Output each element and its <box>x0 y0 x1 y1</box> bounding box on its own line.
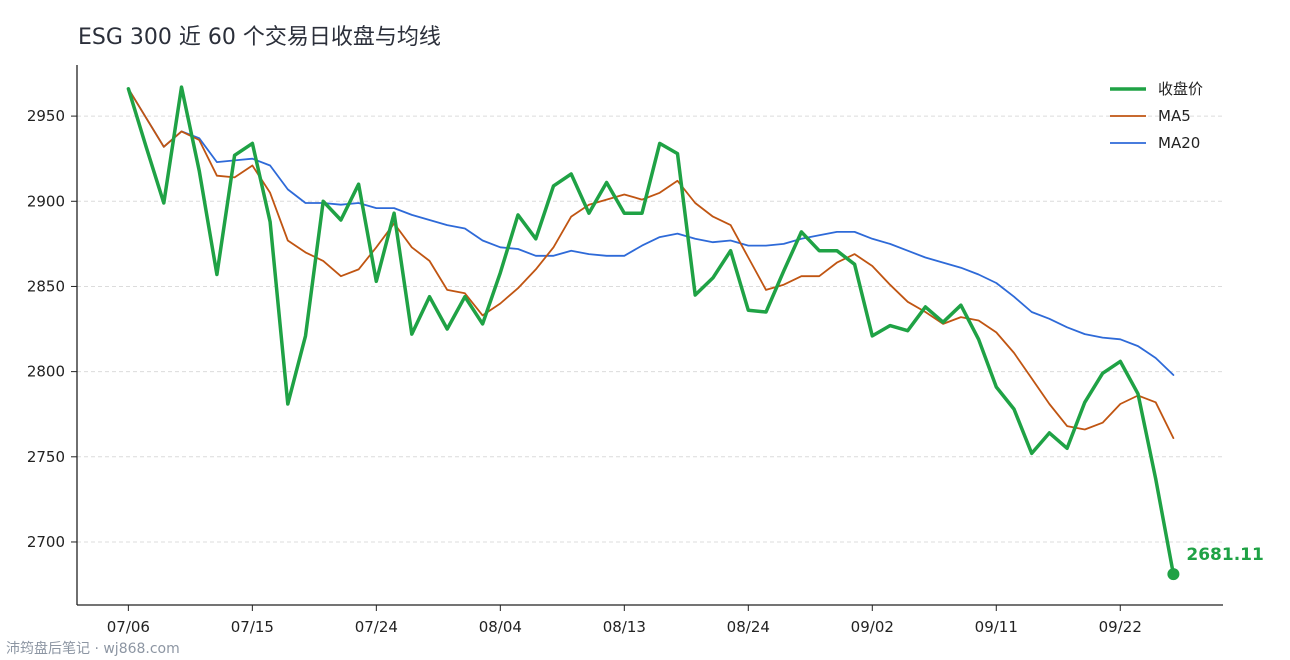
series-line-ma5 <box>127 87 1175 440</box>
x-tick-label: 08/04 <box>479 618 522 636</box>
x-axis-ticks: 07/06 07/15 07/24 08/04 08/13 08/24 09/02 09/11… <box>107 605 1142 636</box>
end-label-group: 2681.11 <box>1167 545 1264 581</box>
y-tick-label: 2750 <box>27 448 65 466</box>
legend: 收盘价 MA5 MA20 <box>1110 80 1203 152</box>
y-tick-label: 2800 <box>27 363 65 381</box>
x-tick-label: 07/15 <box>231 618 274 636</box>
y-tick-label: 2950 <box>27 107 65 125</box>
footer-watermark: 沛筠盘后笔记 · wj868.com <box>6 640 180 657</box>
end-point-marker <box>1167 568 1180 581</box>
x-tick-label: 07/06 <box>107 618 150 636</box>
y-tick-label: 2850 <box>27 277 65 295</box>
legend-label: 收盘价 <box>1158 80 1203 98</box>
y-tick-label: 2700 <box>27 533 65 551</box>
legend-label: MA5 <box>1158 107 1191 125</box>
series-line-close <box>126 85 1176 576</box>
axes <box>76 65 1223 606</box>
series-line-ma20 <box>127 87 1175 376</box>
x-tick-label: 09/22 <box>1099 618 1142 636</box>
y-axis-ticks: 2700 2750 2800 2850 2900 2950 <box>27 107 77 551</box>
x-tick-label: 08/24 <box>727 618 770 636</box>
x-tick-label: 09/02 <box>851 618 894 636</box>
chart-title: ESG 300 近 60 个交易日收盘与均线 <box>78 25 441 50</box>
x-tick-label: 07/24 <box>355 618 398 636</box>
series-lines <box>126 85 1176 576</box>
end-value-label: 2681.11 <box>1186 545 1263 565</box>
x-tick-label: 08/13 <box>603 618 646 636</box>
x-tick-label: 09/11 <box>975 618 1018 636</box>
gridlines <box>77 115 1223 543</box>
legend-label: MA20 <box>1158 134 1200 152</box>
y-tick-label: 2900 <box>27 192 65 210</box>
